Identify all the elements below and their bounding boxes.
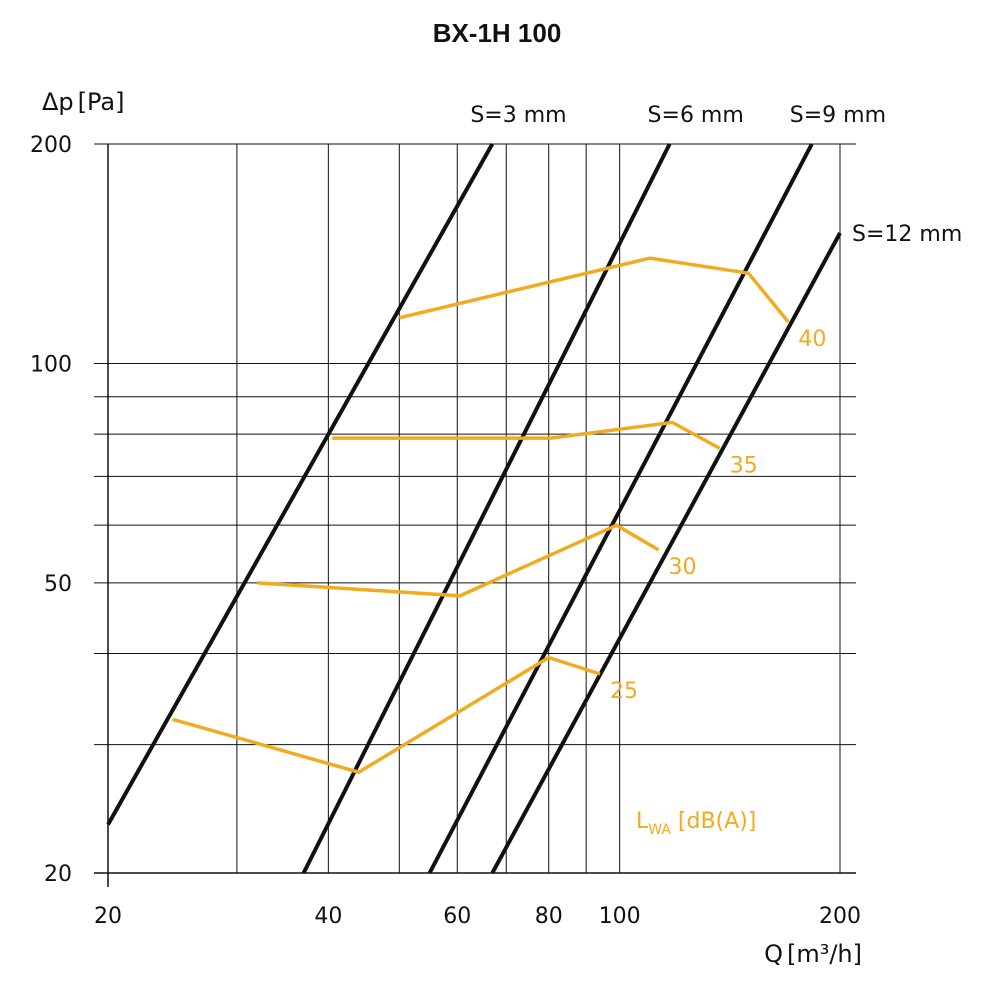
x-tick-label: 80 bbox=[535, 904, 563, 929]
y-tick-label: 50 bbox=[44, 572, 72, 597]
x-axis-label-unit: [m³/h] bbox=[787, 940, 862, 968]
sound-level-label: 40 bbox=[798, 327, 826, 352]
sound-lines: 25 30 35 40 bbox=[172, 256, 826, 775]
y-tick-label: 200 bbox=[30, 133, 72, 158]
pressure-line-label: S=12 mm bbox=[852, 222, 962, 247]
x-tick-label: 20 bbox=[94, 904, 122, 929]
sound-level-line bbox=[172, 655, 601, 775]
sound-level-line bbox=[332, 420, 721, 450]
y-axis-label-main: Δp bbox=[42, 88, 74, 116]
sound-power-label-unit: [dB(A)] bbox=[671, 809, 756, 834]
pressure-line bbox=[427, 143, 814, 874]
pressure-line bbox=[301, 143, 672, 874]
grid bbox=[94, 143, 856, 887]
pressure-line-label: S=6 mm bbox=[648, 103, 744, 128]
pressure-lines: S=3 mm S=6 mm S=9 mm S=12 mm bbox=[106, 103, 962, 874]
x-tick-label: 100 bbox=[599, 904, 641, 929]
tick-labels: 20 40 60 80 100 200 20 50 100 200 bbox=[30, 133, 861, 929]
y-axis-label: Δp [Pa] bbox=[42, 88, 124, 116]
x-axis-label-main: Q bbox=[764, 940, 783, 968]
sound-power-label-main: L bbox=[636, 809, 649, 834]
y-tick-label: 20 bbox=[44, 862, 72, 887]
sound-level-label: 30 bbox=[668, 555, 696, 580]
y-tick-label: 100 bbox=[30, 352, 72, 377]
sound-level-label: 25 bbox=[610, 679, 638, 704]
sound-level-line bbox=[257, 523, 660, 598]
pressure-line-label: S=3 mm bbox=[470, 103, 566, 128]
x-tick-label: 60 bbox=[443, 904, 471, 929]
x-tick-label: 200 bbox=[819, 904, 861, 929]
sound-power-label-sub: WA bbox=[648, 822, 671, 838]
x-tick-label: 40 bbox=[314, 904, 342, 929]
chart-title: BX-1H 100 bbox=[433, 18, 562, 48]
sound-level-label: 35 bbox=[730, 453, 758, 478]
pressure-line bbox=[106, 143, 495, 826]
sound-power-label: LWA [dB(A)] bbox=[636, 809, 756, 838]
x-axis-label: Q [m³/h] bbox=[764, 940, 862, 968]
y-axis-label-unit: [Pa] bbox=[78, 88, 125, 116]
pressure-line-label: S=9 mm bbox=[790, 103, 886, 128]
sound-level-line bbox=[398, 256, 790, 324]
pressure-line bbox=[490, 232, 842, 874]
